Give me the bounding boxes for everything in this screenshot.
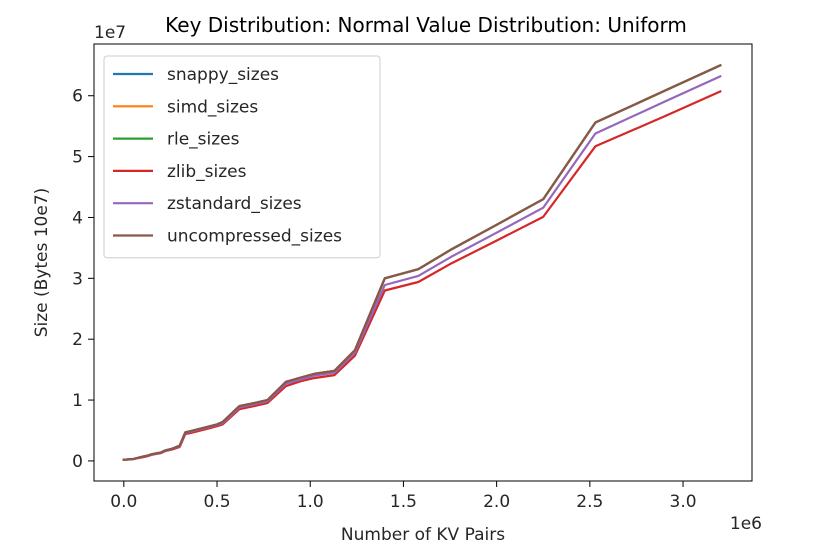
y-axis-label: Size (Bytes 10e7) xyxy=(32,188,52,338)
legend-label-rle_sizes: rle_sizes xyxy=(167,130,240,150)
legend-label-zlib_sizes: zlib_sizes xyxy=(167,162,247,182)
y-tick-label: 6 xyxy=(72,87,83,107)
plot-frame xyxy=(93,43,753,482)
y-tick-label: 1 xyxy=(72,391,83,411)
legend-box xyxy=(103,55,381,259)
x-tick-label: 1.5 xyxy=(390,492,417,512)
ticks-layer: 0.0 0.5 1.0 1.5 2.0 2.5 3.0 0 1 2 3 4 5 6 xyxy=(72,87,696,512)
legend: snappy_sizes simd_sizes rle_sizes zlib_size… xyxy=(103,55,381,259)
series-line-uncompressed_sizes xyxy=(122,63,722,461)
y-tick-label: 3 xyxy=(72,269,83,289)
x-tick-label: 3.0 xyxy=(670,492,697,512)
chart-title: Key Distribution: Normal Value Distribut… xyxy=(165,13,687,37)
legend-label-snappy_sizes: snappy_sizes xyxy=(167,65,279,85)
x-offset-label: 1e6 xyxy=(730,514,762,534)
y-tick-label: 4 xyxy=(72,208,83,228)
x-axis-label: Number of KV Pairs xyxy=(341,525,505,545)
legend-label-simd_sizes: simd_sizes xyxy=(167,97,258,117)
legend-label-zstandard_sizes: zstandard_sizes xyxy=(167,194,302,214)
x-tick-label: 1.0 xyxy=(297,492,324,512)
x-tick-label: 2.0 xyxy=(483,492,510,512)
y-tick-label: 5 xyxy=(72,148,83,168)
lines-layer xyxy=(122,63,722,461)
y-offset-label: 1e7 xyxy=(94,23,126,43)
x-tick-label: 0.0 xyxy=(110,492,137,512)
y-tick-label: 2 xyxy=(72,330,83,350)
y-tick-label: 0 xyxy=(72,452,83,472)
x-tick-label: 0.5 xyxy=(204,492,231,512)
legend-label-uncompressed_sizes: uncompressed_sizes xyxy=(167,227,342,247)
x-tick-label: 2.5 xyxy=(576,492,603,512)
